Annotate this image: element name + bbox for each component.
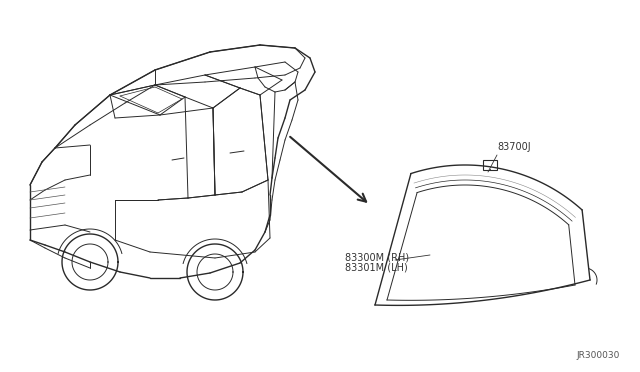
Text: 83301M (LH): 83301M (LH) [345,263,408,273]
Bar [483,160,497,170]
Text: 83700J: 83700J [497,142,531,152]
Text: 83300M (RH): 83300M (RH) [345,253,409,263]
Text: JR300030: JR300030 [577,351,620,360]
